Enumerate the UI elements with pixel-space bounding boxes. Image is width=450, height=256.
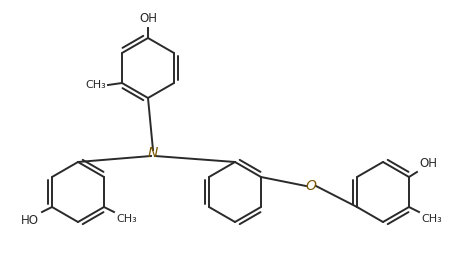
Text: OH: OH [139,12,157,25]
Text: N: N [148,146,158,160]
Text: O: O [306,179,316,193]
Text: HO: HO [21,214,39,227]
Text: CH₃: CH₃ [421,214,442,224]
Text: CH₃: CH₃ [85,80,106,90]
Text: CH₃: CH₃ [116,214,137,224]
Text: OH: OH [419,157,437,170]
